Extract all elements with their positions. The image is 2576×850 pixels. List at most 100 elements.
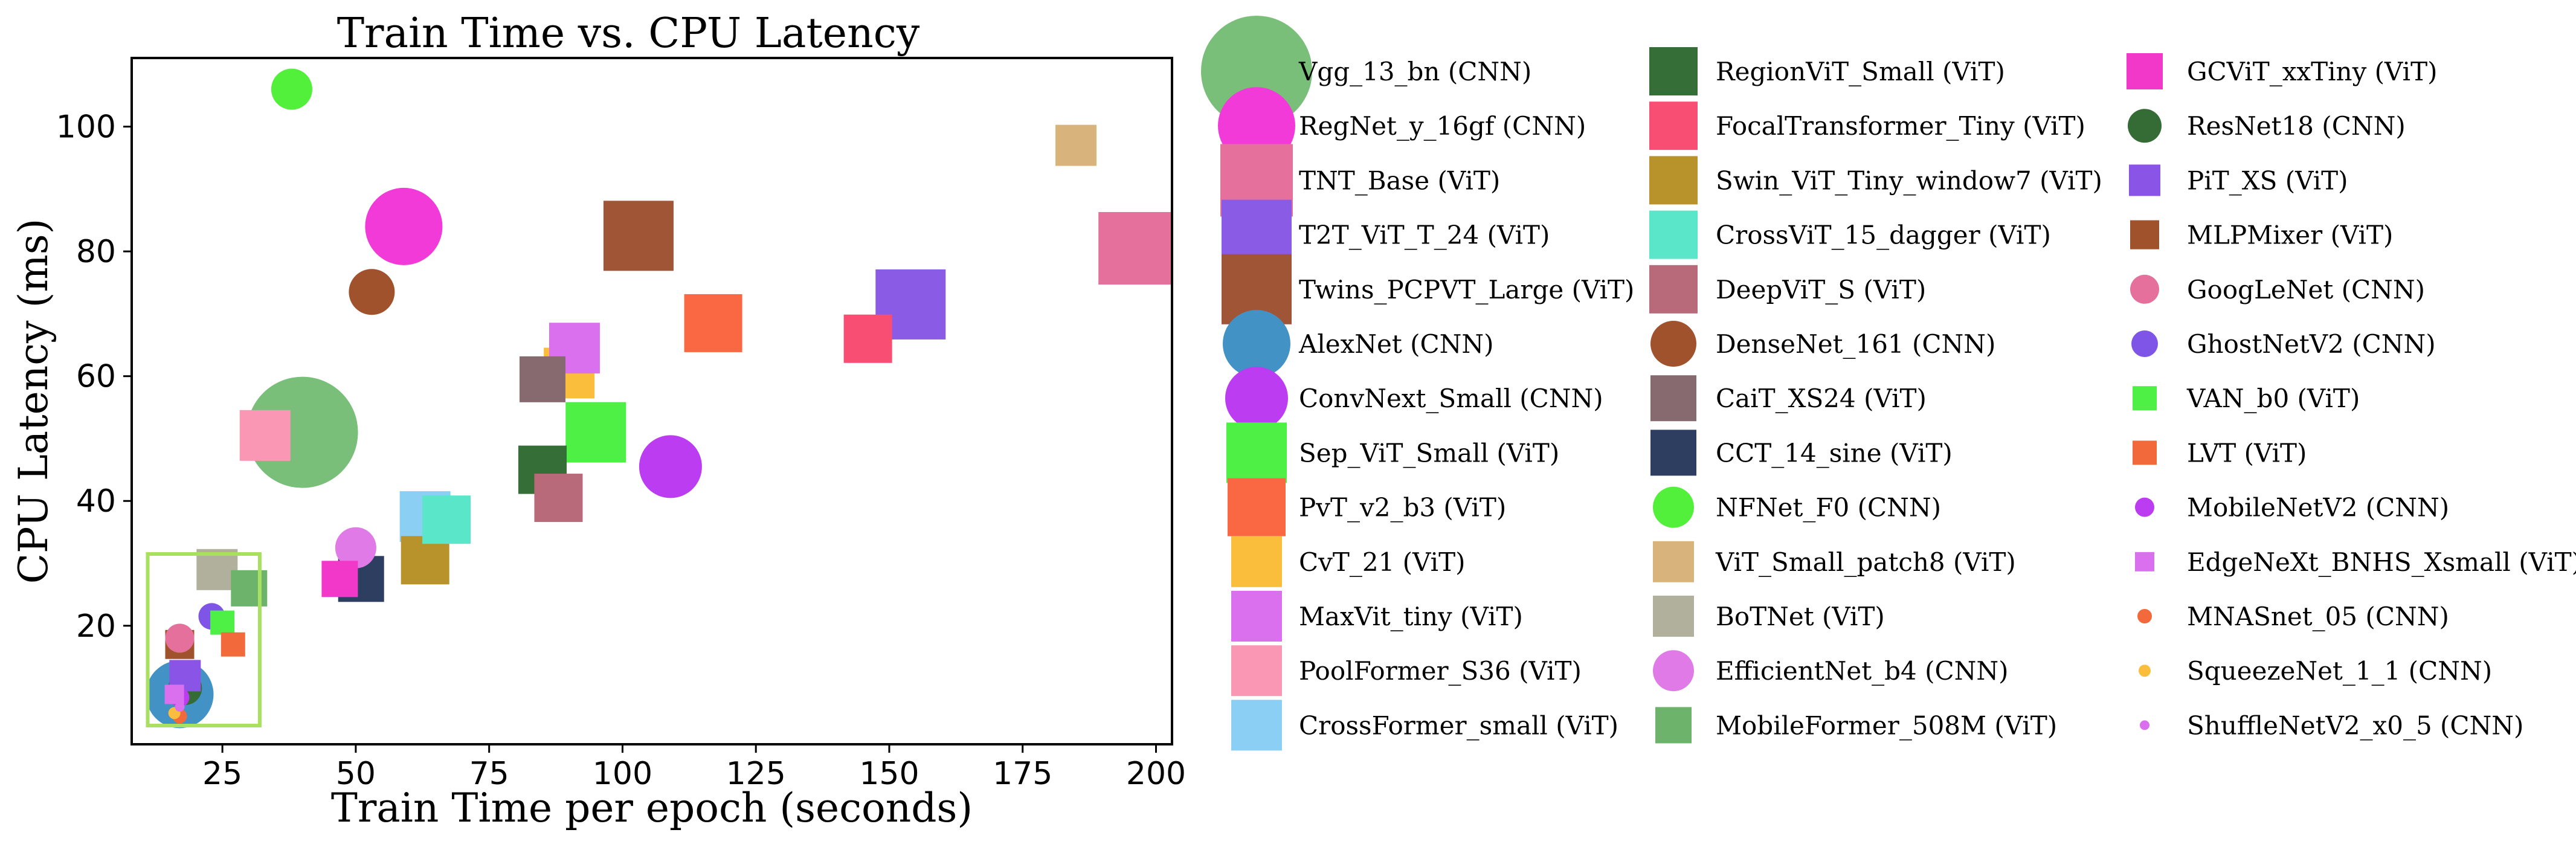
legend-marker: [2139, 665, 2151, 677]
legend-label: MaxVit_tiny (ViT): [1299, 602, 1523, 631]
legend-marker: [2135, 497, 2154, 517]
legend-marker: [1231, 645, 1282, 697]
legend-label: T2T_ViT_T_24 (ViT): [1299, 221, 1550, 250]
y-tick-label: 80: [76, 234, 116, 270]
data-point-van-b0: [210, 610, 235, 635]
x-tick-label: 50: [336, 756, 376, 792]
legend-item: FocalTransformer_Tiny (ViT): [1649, 101, 2085, 150]
data-point-lvt: [221, 632, 245, 657]
legend-marker: [1653, 650, 1694, 692]
legend-marker: [2131, 330, 2158, 357]
legend-label: CrossViT_15_dagger (ViT): [1716, 221, 2051, 250]
legend-item: TNT_Base (ViT): [1220, 144, 1500, 217]
legend-marker: [2140, 720, 2149, 730]
data-point-edgenext-bnhs-xsmall: [164, 684, 184, 704]
x-tick-label: 75: [469, 756, 509, 792]
legend-marker: [1225, 367, 1288, 430]
legend-label: ConvNext_Small (CNN): [1299, 384, 1603, 413]
plot-marks: [146, 68, 1171, 729]
data-point-pvt-v2-b3: [684, 294, 742, 352]
x-tick-label: 175: [993, 756, 1052, 792]
legend-label: NFNet_F0 (CNN): [1716, 493, 1941, 523]
plot-frame: [130, 57, 1173, 745]
data-point-swin-vit-tiny-window7: [401, 536, 449, 585]
legend-marker: [2129, 164, 2160, 196]
x-axis: 25 50 75 100 125 150 175 200: [202, 744, 1186, 792]
legend-item: CrossFormer_small (ViT): [1231, 700, 1618, 751]
legend-label: ViT_Small_patch8 (ViT): [1715, 547, 2016, 577]
legend: Vgg_13_bn (CNN) RegNet_y_16gf (CNN) TNT_Ba…: [1201, 16, 2576, 751]
legend-marker: [2135, 552, 2154, 571]
legend-marker: [2130, 274, 2159, 304]
legend-item: GCViT_xxTiny (ViT): [2127, 53, 2437, 89]
legend-marker: [1231, 536, 1282, 587]
legend-label: CaiT_XS24 (ViT): [1716, 384, 1927, 413]
legend-marker: [2127, 53, 2163, 89]
legend-label: Vgg_13_bn (CNN): [1298, 57, 1531, 86]
legend-label: MNASnet_05 (CNN): [2187, 602, 2449, 631]
legend-marker: [2128, 109, 2162, 143]
data-point-poolformer-s36: [239, 410, 291, 461]
legend-item: GhostNetV2 (CNN): [2131, 329, 2436, 359]
legend-marker: [2133, 386, 2157, 411]
legend-item: ResNet18 (CNN): [2128, 109, 2406, 143]
data-point-densenet-161: [349, 269, 395, 315]
legend-marker: [1653, 486, 1694, 528]
data-point-gcvit-xxtiny: [321, 561, 358, 597]
legend-label: DeepViT_S (ViT): [1716, 275, 1926, 304]
legend-label: PiT_XS (ViT): [2187, 166, 2348, 195]
legend-label: TNT_Base (ViT): [1299, 166, 1500, 195]
legend-marker: [2137, 609, 2152, 623]
legend-item: PvT_v2_b3 (ViT): [1228, 478, 1506, 536]
legend-marker: [1226, 422, 1287, 483]
legend-item: MobileFormer_508M (ViT): [1655, 707, 2057, 744]
legend-item: SqueezeNet_1_1 (CNN): [2139, 656, 2492, 686]
legend-item: DeepViT_S (ViT): [1649, 265, 1926, 314]
x-tick-label: 125: [726, 756, 786, 792]
legend-marker: [1655, 707, 1692, 744]
legend-item: CCT_14_sine (ViT): [1650, 430, 1953, 476]
legend-item: Sep_ViT_Small (ViT): [1226, 422, 1559, 483]
data-point-shufflenetv2-x0-5: [175, 702, 185, 712]
data-point-mobileformer-508m: [231, 570, 268, 607]
legend-label: EdgeNeXt_BNHS_Xsmall (ViT): [2187, 547, 2576, 577]
legend-item: VAN_b0 (ViT): [2133, 384, 2360, 413]
legend-marker: [1650, 430, 1696, 476]
legend-label: CvT_21 (ViT): [1299, 547, 1465, 577]
legend-label: PoolFormer_S36 (ViT): [1299, 656, 1582, 686]
legend-label: CrossFormer_small (ViT): [1299, 710, 1618, 740]
legend-marker: [2130, 220, 2159, 250]
legend-item: RegionViT_Small (ViT): [1649, 47, 2005, 95]
legend-label: GCViT_xxTiny (ViT): [2187, 57, 2437, 86]
data-point-botnet: [196, 549, 238, 590]
legend-marker: [1650, 321, 1696, 367]
legend-item: MobileNetV2 (CNN): [2135, 493, 2449, 523]
legend-label: MobileNetV2 (CNN): [2187, 493, 2449, 523]
legend-marker: [1231, 591, 1282, 642]
legend-item: MaxVit_tiny (ViT): [1231, 591, 1523, 642]
data-point-twins-pcpvt-large: [603, 201, 674, 271]
legend-marker: [1228, 478, 1286, 536]
x-tick-label: 150: [859, 756, 919, 792]
data-point-focaltransformer-tiny: [843, 314, 892, 363]
data-point-googlenet: [165, 623, 195, 653]
data-point-nfnet-f0: [271, 68, 312, 110]
legend-item: Twins_PCPVT_Large (ViT): [1222, 254, 1634, 324]
legend-marker: [1653, 596, 1694, 637]
legend-marker: [1649, 101, 1698, 150]
highlight-box: [146, 552, 262, 728]
legend-label: GhostNetV2 (CNN): [2187, 329, 2436, 359]
legend-item: EfficientNet_b4 (CNN): [1653, 650, 2009, 692]
legend-label: ResNet18 (CNN): [2187, 111, 2406, 141]
legend-item: BoTNet (ViT): [1653, 596, 1885, 637]
data-point-convnext-small: [639, 435, 702, 498]
data-point-deepvit-s: [534, 474, 583, 523]
legend-label: EfficientNet_b4 (CNN): [1716, 656, 2009, 686]
legend-marker: [1653, 541, 1694, 582]
data-point-sep-vit-small: [565, 402, 626, 463]
y-tick-label: 60: [76, 359, 116, 395]
legend-label: GoogLeNet (CNN): [2187, 275, 2425, 304]
y-tick-label: 40: [76, 483, 116, 520]
legend-item: AlexNet (CNN): [1223, 310, 1494, 378]
